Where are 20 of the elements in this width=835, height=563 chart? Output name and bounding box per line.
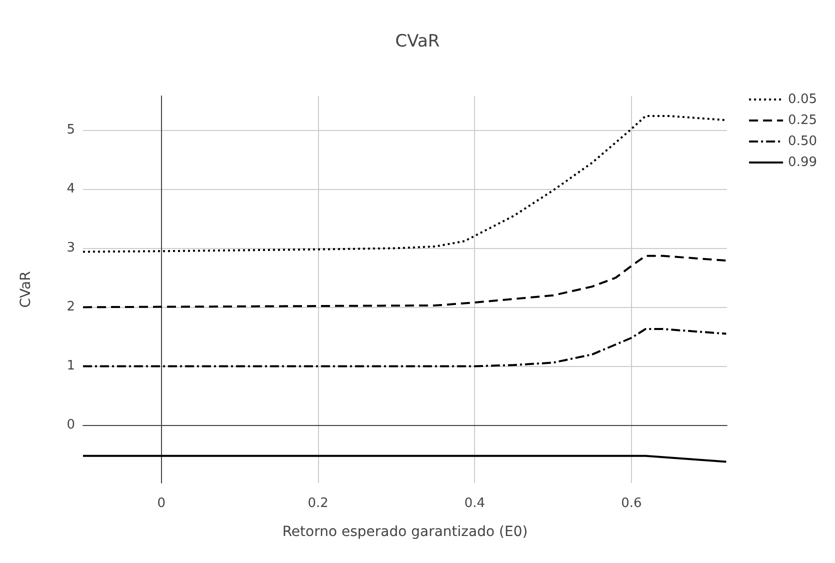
x-tick-label: 0.6 (621, 496, 642, 511)
y-tick-label: 2 (66, 300, 75, 315)
line-series (82, 254, 728, 308)
legend-label: 0.25 (788, 113, 818, 128)
line-series (82, 115, 728, 253)
y-tick-label: 0 (66, 418, 75, 433)
line-series (82, 328, 728, 368)
legend-label: 0.50 (788, 134, 818, 149)
x-tick-label: 0.4 (464, 496, 486, 511)
y-tick-label: 5 (66, 122, 75, 138)
x-tick-label: 0 (157, 496, 166, 511)
x-tick-label: 0.2 (308, 496, 328, 511)
y-axis-title: CVaR (18, 270, 34, 308)
y-tick-label: 4 (66, 182, 75, 197)
x-axis-title: Retorno esperado garantizado (E0) (282, 524, 528, 540)
y-tick-label: 1 (66, 358, 75, 374)
y-tick-label: 3 (66, 240, 75, 256)
chart-title: CVaR (395, 32, 440, 52)
legend-label: 0.99 (788, 155, 818, 170)
legend-label: 0.05 (788, 92, 818, 107)
